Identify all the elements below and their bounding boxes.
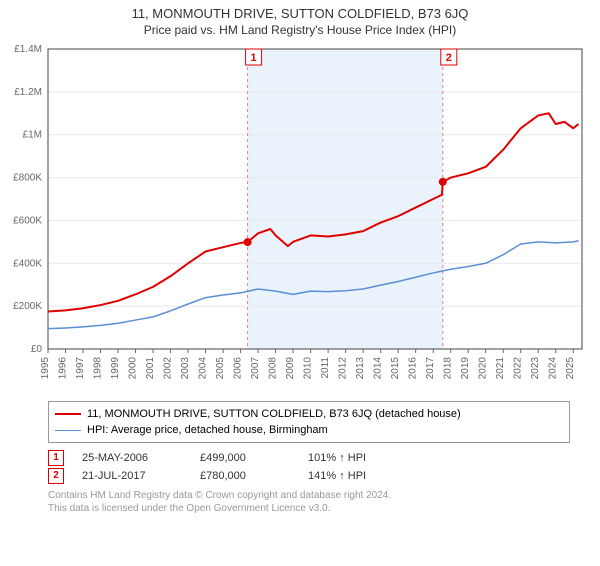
svg-text:2007: 2007: [250, 357, 261, 380]
event-pct-1: 101% ↑ HPI: [308, 449, 418, 467]
root: 11, MONMOUTH DRIVE, SUTTON COLDFIELD, B7…: [0, 6, 600, 566]
chart-svg: £0 £200K £400K £600K £800K £1M £1.2M £1.4M 1995 1…: [0, 43, 600, 393]
legend-row-2: HPI: Average price, detached house, Birm…: [55, 422, 563, 438]
events-table: 1 25-MAY-2006 £499,000 101% ↑ HPI 2 21-J…: [48, 449, 570, 485]
svg-text:2010: 2010: [303, 357, 314, 380]
svg-text:2017: 2017: [425, 357, 436, 380]
event-row-2: 2 21-JUL-2017 £780,000 141% ↑ HPI: [48, 467, 570, 485]
svg-text:1999: 1999: [110, 357, 121, 380]
svg-text:2: 2: [446, 52, 452, 64]
svg-text:£1.4M: £1.4M: [14, 44, 42, 55]
footnote-line-2: This data is licensed under the Open Gov…: [48, 502, 570, 515]
svg-text:2004: 2004: [198, 357, 209, 380]
event-marker-2: 2: [48, 468, 64, 484]
svg-text:2000: 2000: [128, 357, 139, 380]
svg-text:2024: 2024: [548, 357, 559, 380]
legend-row-1: 11, MONMOUTH DRIVE, SUTTON COLDFIELD, B7…: [55, 406, 563, 422]
svg-text:2006: 2006: [233, 357, 244, 380]
svg-text:2021: 2021: [495, 357, 506, 380]
svg-text:1995: 1995: [40, 357, 51, 380]
chart-title: 11, MONMOUTH DRIVE, SUTTON COLDFIELD, B7…: [0, 6, 600, 21]
legend: 11, MONMOUTH DRIVE, SUTTON COLDFIELD, B7…: [48, 401, 570, 443]
event-date-2: 21-JUL-2017: [82, 467, 182, 485]
svg-text:£1M: £1M: [23, 130, 42, 141]
svg-text:2012: 2012: [338, 357, 349, 380]
chart-area: £0 £200K £400K £600K £800K £1M £1.2M £1.4M 1995 1…: [0, 43, 560, 393]
legend-swatch-2: [55, 430, 81, 431]
svg-text:2001: 2001: [145, 357, 156, 380]
event-marker-1: 1: [48, 450, 64, 466]
svg-text:2015: 2015: [390, 357, 401, 380]
svg-text:1997: 1997: [75, 357, 86, 380]
svg-text:2022: 2022: [513, 357, 524, 380]
svg-text:£200K: £200K: [13, 301, 42, 312]
event-row-1: 1 25-MAY-2006 £499,000 101% ↑ HPI: [48, 449, 570, 467]
legend-label-1: 11, MONMOUTH DRIVE, SUTTON COLDFIELD, B7…: [87, 406, 461, 422]
svg-text:£400K: £400K: [13, 258, 42, 269]
footnote-line-1: Contains HM Land Registry data © Crown c…: [48, 489, 570, 502]
svg-text:2023: 2023: [530, 357, 541, 380]
legend-label-2: HPI: Average price, detached house, Birm…: [87, 422, 328, 438]
event-price-2: £780,000: [200, 467, 290, 485]
svg-text:2018: 2018: [443, 357, 454, 380]
svg-text:£0: £0: [31, 344, 43, 355]
svg-text:£600K: £600K: [13, 215, 42, 226]
event-price-1: £499,000: [200, 449, 290, 467]
svg-text:2013: 2013: [355, 357, 366, 380]
svg-text:2009: 2009: [285, 357, 296, 380]
svg-text:2020: 2020: [478, 357, 489, 380]
svg-text:1996: 1996: [58, 357, 69, 380]
svg-text:1: 1: [251, 52, 257, 64]
svg-text:£1.2M: £1.2M: [14, 87, 42, 98]
svg-text:1998: 1998: [93, 357, 104, 380]
legend-swatch-1: [55, 413, 81, 415]
svg-text:2008: 2008: [268, 357, 279, 380]
svg-text:2002: 2002: [163, 357, 174, 380]
footnote: Contains HM Land Registry data © Crown c…: [48, 489, 570, 515]
svg-text:2005: 2005: [215, 357, 226, 380]
svg-text:2014: 2014: [373, 357, 384, 380]
chart-subtitle: Price paid vs. HM Land Registry's House …: [0, 23, 600, 37]
svg-text:2016: 2016: [408, 357, 419, 380]
event-pct-2: 141% ↑ HPI: [308, 467, 418, 485]
svg-text:£800K: £800K: [13, 173, 42, 184]
event-date-1: 25-MAY-2006: [82, 449, 182, 467]
svg-text:2011: 2011: [320, 357, 331, 379]
svg-text:2019: 2019: [460, 357, 471, 380]
svg-text:2003: 2003: [180, 357, 191, 380]
svg-text:2025: 2025: [565, 357, 576, 380]
